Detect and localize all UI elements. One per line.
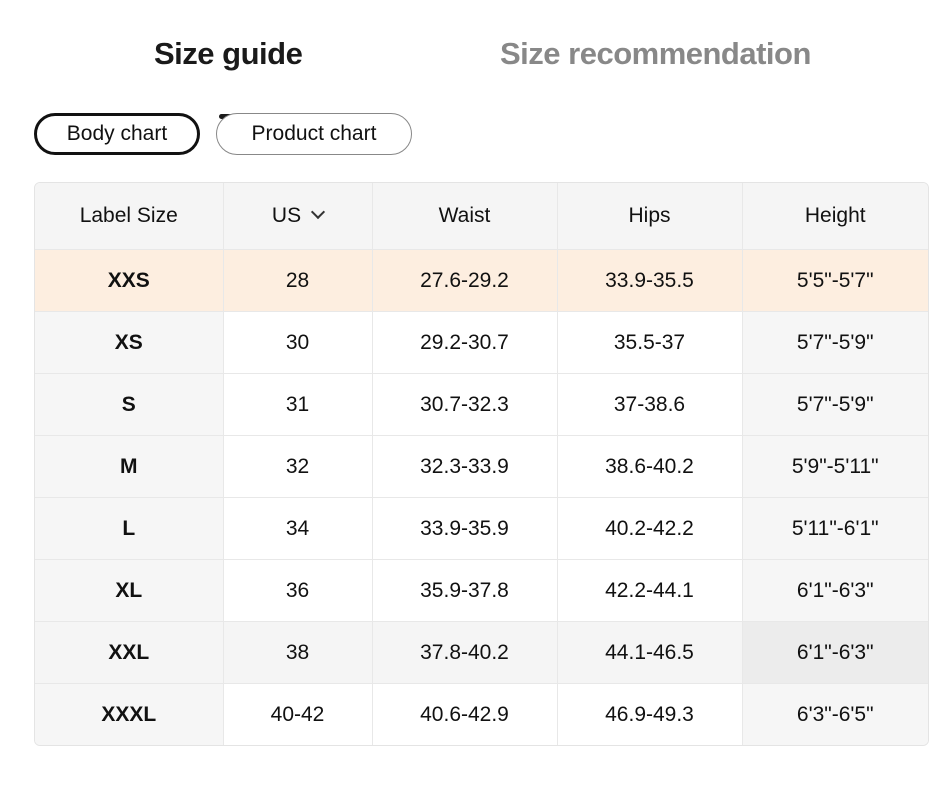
cell-height: 6'1"-6'3"	[742, 621, 928, 684]
tab-size-guide[interactable]: Size guide	[154, 36, 303, 71]
header-label-size: Label Size	[35, 183, 224, 250]
cell-label-size: XXL	[35, 621, 224, 684]
cell-height: 6'3"-6'5"	[742, 683, 928, 745]
cell-hips: 44.1-46.5	[557, 621, 743, 684]
cell-us: 31	[223, 373, 373, 436]
tab-bar: Size guide Size recommendation	[0, 36, 950, 119]
table-row: XS 30 29.2-30.7 35.5-37 5'7"-5'9"	[35, 311, 928, 374]
cell-label-size: M	[35, 435, 224, 498]
cell-us: 38	[223, 621, 373, 684]
cell-height: 6'1"-6'3"	[742, 559, 928, 622]
cell-height: 5'7"-5'9"	[742, 373, 928, 436]
cell-label-size: S	[35, 373, 224, 436]
cell-hips: 37-38.6	[557, 373, 743, 436]
cell-label-size: XXXL	[35, 683, 224, 745]
cell-hips: 35.5-37	[557, 311, 743, 374]
us-unit-dropdown[interactable]: US	[223, 183, 373, 250]
table-row: XXL 38 37.8-40.2 44.1-46.5 6'1"-6'3"	[35, 621, 928, 684]
cell-hips: 40.2-42.2	[557, 497, 743, 560]
cell-us: 30	[223, 311, 373, 374]
cell-waist: 30.7-32.3	[372, 373, 558, 436]
cell-height: 5'5"-5'7"	[742, 249, 928, 312]
cell-waist: 32.3-33.9	[372, 435, 558, 498]
cell-label-size: XXS	[35, 249, 224, 312]
cell-height: 5'11"-6'1"	[742, 497, 928, 560]
cell-hips: 33.9-35.5	[557, 249, 743, 312]
size-table: Label Size US Waist Hips Height XXS 28 27.…	[34, 182, 929, 746]
cell-us: 36	[223, 559, 373, 622]
product-chart-button[interactable]: Product chart	[216, 113, 412, 155]
cell-label-size: XL	[35, 559, 224, 622]
header-hips: Hips	[557, 183, 743, 250]
cell-waist: 40.6-42.9	[372, 683, 558, 745]
cell-waist: 29.2-30.7	[372, 311, 558, 374]
cell-height: 5'9"-5'11"	[742, 435, 928, 498]
cell-height: 5'7"-5'9"	[742, 311, 928, 374]
cell-waist: 33.9-35.9	[372, 497, 558, 560]
cell-waist: 37.8-40.2	[372, 621, 558, 684]
cell-us: 32	[223, 435, 373, 498]
table-row: M 32 32.3-33.9 38.6-40.2 5'9"-5'11"	[35, 435, 928, 498]
header-waist: Waist	[372, 183, 558, 250]
header-us: US	[271, 204, 302, 227]
cell-hips: 46.9-49.3	[557, 683, 743, 745]
chevron-down-icon	[311, 204, 326, 220]
cell-hips: 38.6-40.2	[557, 435, 743, 498]
cell-us: 28	[223, 249, 373, 312]
table-row: XL 36 35.9-37.8 42.2-44.1 6'1"-6'3"	[35, 559, 928, 622]
table-row: L 34 33.9-35.9 40.2-42.2 5'11"-6'1"	[35, 497, 928, 560]
cell-label-size: L	[35, 497, 224, 560]
cell-waist: 35.9-37.8	[372, 559, 558, 622]
cell-waist: 27.6-29.2	[372, 249, 558, 312]
cell-label-size: XS	[35, 311, 224, 374]
table-row: XXXL 40-42 40.6-42.9 46.9-49.3 6'3"-6'5"	[35, 683, 928, 745]
body-chart-button[interactable]: Body chart	[34, 113, 200, 155]
table-header-row: Label Size US Waist Hips Height	[35, 183, 928, 250]
cell-us: 40-42	[223, 683, 373, 745]
cell-hips: 42.2-44.1	[557, 559, 743, 622]
header-height: Height	[742, 183, 928, 250]
table-row: S 31 30.7-32.3 37-38.6 5'7"-5'9"	[35, 373, 928, 436]
cell-us: 34	[223, 497, 373, 560]
table-row: XXS 28 27.6-29.2 33.9-35.5 5'5"-5'7"	[35, 249, 928, 312]
tab-size-recommendation[interactable]: Size recommendation	[500, 36, 811, 71]
